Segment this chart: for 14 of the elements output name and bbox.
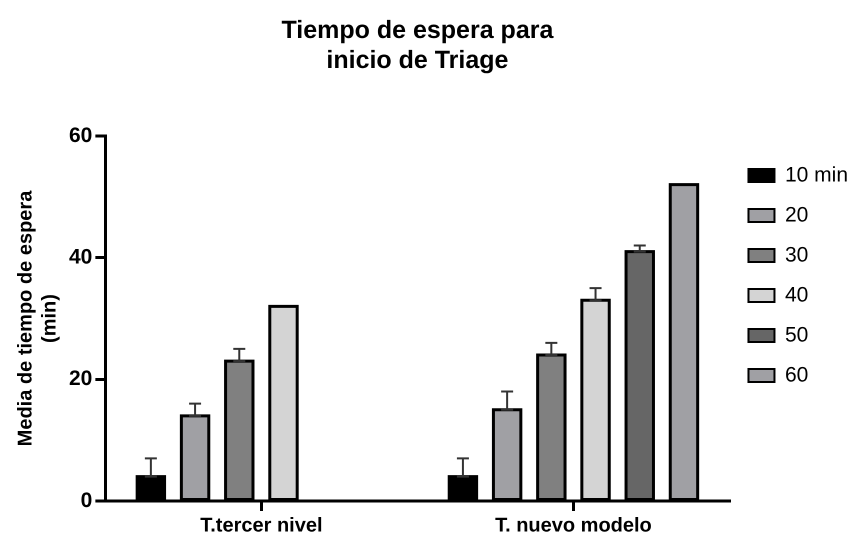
y-axis-title: Media de tiempo de espera (min) [14, 190, 61, 446]
y-tick-label: 60 [69, 124, 92, 147]
legend-label: 40 [784, 283, 808, 306]
legend-label: 50 [784, 323, 808, 346]
y-tick-label: 20 [69, 367, 92, 390]
legend-label: 10 min [784, 163, 848, 186]
y-tick-label: 40 [69, 245, 92, 268]
chart-title: Tiempo de espera para inicio de Triage [281, 16, 554, 74]
x-tick-label: T. nuevo modelo [495, 514, 652, 537]
y-tick-label: 0 [80, 488, 92, 512]
x-tick-label: T.tercer nivel [200, 514, 323, 537]
legend-label: 60 [784, 363, 808, 386]
legend-label: 20 [784, 203, 808, 226]
legend-label: 30 [784, 243, 808, 266]
